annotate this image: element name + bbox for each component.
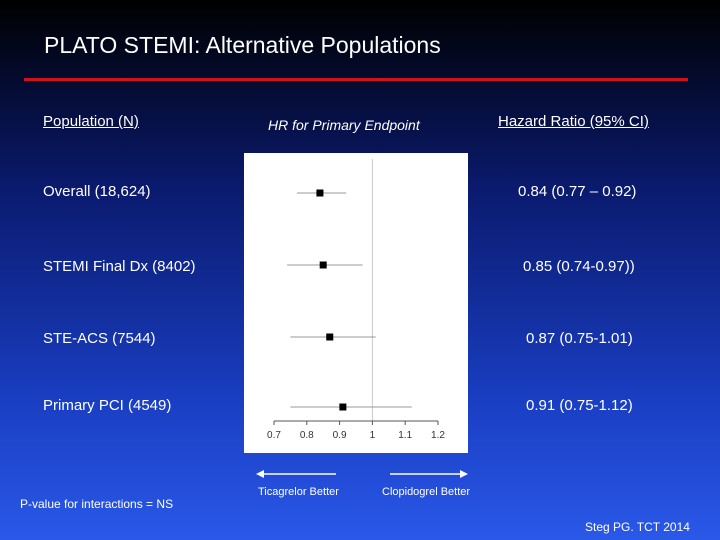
- hr-point-2: [326, 333, 334, 341]
- hr-point-0: [316, 189, 324, 197]
- forest-plot-svg: 0.7 0.8 0.9 1 1.1 1.2: [267, 159, 445, 441]
- forest-plot: 0.7 0.8 0.9 1 1.1 1.2: [244, 153, 468, 453]
- clopidogrel-better-label: Clopidogrel Better: [382, 486, 471, 498]
- x-tick-label-4: 1.1: [398, 430, 412, 441]
- row-label-overall: Overall (18,624): [43, 183, 151, 200]
- row-label-stemi-final-dx: STEMI Final Dx (8402): [43, 258, 196, 275]
- right-arrow-head-icon: [460, 470, 468, 478]
- left-arrow-head-icon: [256, 470, 264, 478]
- ci-value-stemi-final-dx: 0.85 (0.74-0.97)): [523, 258, 635, 275]
- ci-header: Hazard Ratio (95% CI): [498, 113, 649, 130]
- population-header: Population (N): [43, 113, 139, 130]
- ci-value-primary-pci: 0.91 (0.75-1.12): [526, 397, 633, 414]
- x-tick-label-3: 1: [370, 430, 376, 441]
- x-tick-label-1: 0.8: [300, 430, 314, 441]
- ci-value-ste-acs: 0.87 (0.75-1.01): [526, 330, 633, 347]
- hr-header: HR for Primary Endpoint: [268, 117, 420, 133]
- x-tick-label-2: 0.9: [333, 430, 347, 441]
- direction-arrows: [256, 470, 468, 478]
- ci-value-overall: 0.84 (0.77 – 0.92): [518, 183, 637, 200]
- source-citation: Steg PG. TCT 2014: [585, 520, 690, 534]
- hr-point-3: [339, 403, 347, 411]
- slide-title: PLATO STEMI: Alternative Populations: [44, 32, 441, 58]
- hr-point-1: [319, 261, 327, 269]
- row-label-primary-pci: Primary PCI (4549): [43, 397, 172, 414]
- ticagrelor-better-label: Ticagrelor Better: [258, 486, 339, 498]
- x-tick-label-0: 0.7: [267, 430, 281, 441]
- title-divider: [24, 78, 688, 81]
- p-value-note: P-value for interactions = NS: [20, 497, 174, 511]
- x-tick-label-5: 1.2: [431, 430, 445, 441]
- row-label-ste-acs: STE-ACS (7544): [43, 330, 156, 347]
